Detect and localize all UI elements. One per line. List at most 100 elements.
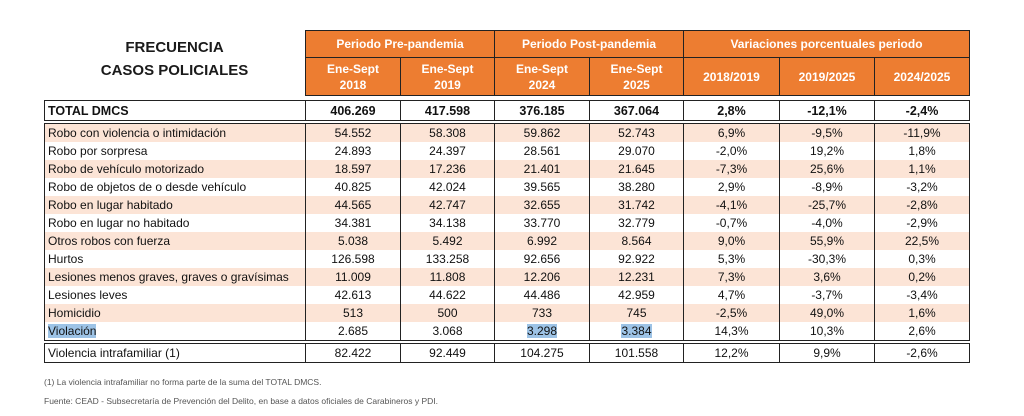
count-cell: 3.384 — [589, 322, 684, 341]
table-row: Hurtos 126.598 133.258 92.656 92.922 5,3% -30,… — [44, 250, 970, 268]
table-row: Lesiones menos graves, graves o gravísim… — [44, 268, 970, 286]
row-label: Hurtos — [44, 250, 306, 268]
count-cell: 34.381 — [305, 214, 401, 232]
count-cell: 38.280 — [589, 178, 684, 196]
variation-cell: -11,9% — [874, 123, 970, 142]
variation-header: 2018/2019 — [683, 57, 780, 96]
variation-cell: -0,7% — [683, 214, 780, 232]
row-label-text: Homicidio — [48, 306, 101, 320]
table-row: Robo con violencia o intimidación 54.552 5… — [44, 123, 970, 142]
table-row: Robo por sorpresa 24.893 24.397 28.561 29.07… — [44, 142, 970, 160]
count-cell: 18.597 — [305, 160, 401, 178]
vif-row: Violencia intrafamiliar (1) 82.422 92.449 1… — [44, 343, 970, 363]
table-row: Violación 2.685 3.068 3.298 3.384 14,3% 10,3% 2… — [44, 322, 970, 341]
title-line-2: CASOS POLICIALES — [100, 62, 249, 79]
count-cell: 42.747 — [400, 196, 495, 214]
table-row: Homicidio 513 500 733 745 -2,5% 49,0% 1,6% — [44, 304, 970, 322]
variation-cell: 14,3% — [683, 322, 780, 341]
table-row: Robo en lugar habitado 44.565 42.747 32.655… — [44, 196, 970, 214]
variation-cell: -3,7% — [779, 286, 875, 304]
spacer — [44, 340, 970, 344]
variation-cell: 10,3% — [779, 322, 875, 341]
variation-cell: 3,6% — [779, 268, 875, 286]
count-cell: 367.064 — [589, 100, 684, 121]
row-label: Violencia intrafamiliar (1) — [44, 343, 306, 363]
count-cell: 82.422 — [305, 343, 401, 363]
count-cell: 29.070 — [589, 142, 684, 160]
count-cell: 12.206 — [494, 268, 590, 286]
variation-header: 2024/2025 — [874, 57, 970, 96]
variation-cell: -2,5% — [683, 304, 780, 322]
count-cell: 28.561 — [494, 142, 590, 160]
title-line-1: FRECUENCIA — [125, 39, 224, 56]
variation-cell: 55,9% — [779, 232, 875, 250]
variation-cell: 1,6% — [874, 304, 970, 322]
variation-cell: 2,6% — [874, 322, 970, 341]
count-cell: 92.449 — [400, 343, 495, 363]
count-cell: 24.397 — [400, 142, 495, 160]
variation-cell: 1,8% — [874, 142, 970, 160]
count-cell: 17.236 — [400, 160, 495, 178]
count-cell: 40.825 — [305, 178, 401, 196]
source-note: Fuente: CEAD - Subsecretaría de Prevenci… — [44, 396, 439, 406]
row-label: TOTAL DMCS — [44, 100, 306, 121]
count-cell: 104.275 — [494, 343, 590, 363]
count-cell: 133.258 — [400, 250, 495, 268]
row-label-text: Hurtos — [48, 252, 84, 266]
count-cell: 54.552 — [305, 123, 401, 142]
count-cell: 513 — [305, 304, 401, 322]
variation-cell: 49,0% — [779, 304, 875, 322]
variation-cell: -7,3% — [683, 160, 780, 178]
count-cell: 34.138 — [400, 214, 495, 232]
variation-cell: -3,2% — [874, 178, 970, 196]
variation-cell: -12,1% — [779, 100, 875, 121]
row-label-text: Robo de vehículo motorizado — [48, 162, 205, 176]
count-cell: 42.959 — [589, 286, 684, 304]
period-header: Ene-Sept 2024 — [494, 57, 590, 96]
table-row: Lesiones leves 42.613 44.622 44.486 42.959 4,… — [44, 286, 970, 304]
row-label-text: Lesiones leves — [48, 288, 128, 302]
variation-cell: 22,5% — [874, 232, 970, 250]
variation-cell: -8,9% — [779, 178, 875, 196]
count-cell: 32.779 — [589, 214, 684, 232]
count-cell: 5.492 — [400, 232, 495, 250]
variation-cell: -2,0% — [683, 142, 780, 160]
row-label-text: Robo en lugar no habitado — [48, 216, 190, 230]
variation-cell: -9,5% — [779, 123, 875, 142]
count-cell: 406.269 — [305, 100, 401, 121]
variation-cell: 4,7% — [683, 286, 780, 304]
count-cell: 11.009 — [305, 268, 401, 286]
row-label-text: Robo por sorpresa — [48, 144, 148, 158]
variation-cell: 19,2% — [779, 142, 875, 160]
count-cell: 3.298 — [494, 322, 590, 341]
group-pre-pandemia: Periodo Pre-pandemia — [305, 30, 495, 58]
period-header: Ene-Sept 2025 — [589, 57, 684, 96]
count-cell: 745 — [589, 304, 684, 322]
period-header: Ene-Sept 2018 — [305, 57, 401, 96]
variation-cell: -4,1% — [683, 196, 780, 214]
row-label-text: Violación — [48, 324, 97, 338]
row-label-text: TOTAL DMCS — [48, 103, 129, 118]
row-label: Otros robos con fuerza — [44, 232, 306, 250]
variation-cell: -2,4% — [874, 100, 970, 121]
count-cell: 39.565 — [494, 178, 590, 196]
count-cell: 12.231 — [589, 268, 684, 286]
variation-cell: 7,3% — [683, 268, 780, 286]
row-label: Robo de objetos de o desde vehículo — [44, 178, 306, 196]
count-cell: 92.656 — [494, 250, 590, 268]
data-table: TOTAL DMCS 406.269 417.598 376.185 367.064 2,… — [44, 100, 970, 363]
count-cell: 5.038 — [305, 232, 401, 250]
count-cell: 21.401 — [494, 160, 590, 178]
variation-cell: -2,6% — [874, 343, 970, 363]
row-label-text: Otros robos con fuerza — [48, 234, 171, 248]
count-cell: 126.598 — [305, 250, 401, 268]
variation-cell: 25,6% — [779, 160, 875, 178]
variation-cell: 1,1% — [874, 160, 970, 178]
count-cell: 42.024 — [400, 178, 495, 196]
group-variaciones: Variaciones porcentuales periodo — [683, 30, 970, 58]
row-label: Robo en lugar habitado — [44, 196, 306, 214]
variation-cell: -30,3% — [779, 250, 875, 268]
variation-cell: -25,7% — [779, 196, 875, 214]
row-label: Homicidio — [44, 304, 306, 322]
table-row: Otros robos con fuerza 5.038 5.492 6.992 8.5… — [44, 232, 970, 250]
